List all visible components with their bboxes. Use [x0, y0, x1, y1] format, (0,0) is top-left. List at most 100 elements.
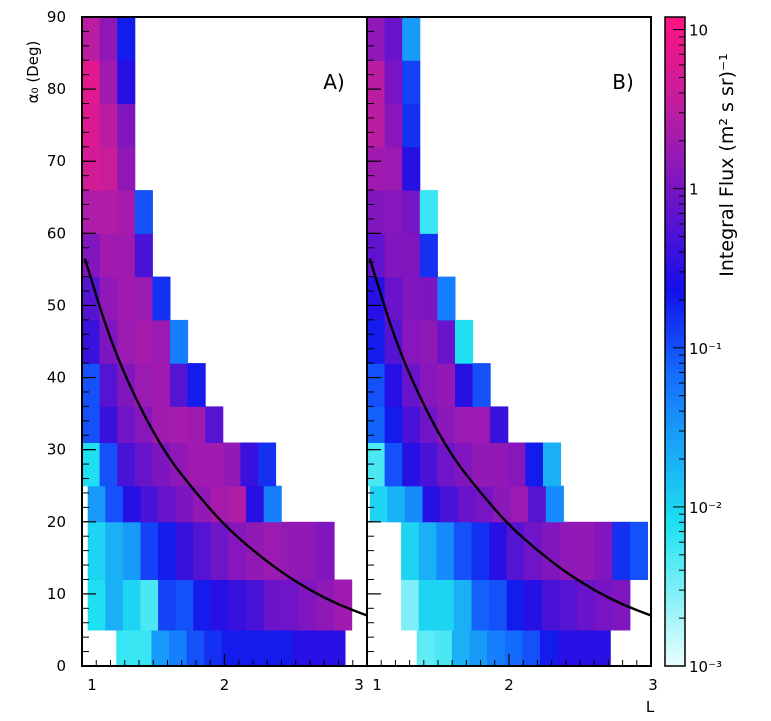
- heatmap-cell: [384, 319, 403, 364]
- curve-series: [83, 258, 368, 617]
- heatmap-cell: [134, 406, 153, 443]
- colorbar-segment: [665, 400, 685, 407]
- colorbar-segment: [665, 130, 685, 137]
- colorbar-segment: [665, 92, 685, 99]
- colorbar-segment: [665, 617, 685, 624]
- colorbar-segment: [665, 81, 685, 88]
- heatmap-cell: [134, 363, 153, 407]
- heatmap-cell: [169, 629, 188, 667]
- heatmap-cell: [418, 521, 437, 580]
- heatmap-cell: [472, 363, 491, 407]
- heatmap-cell: [437, 363, 456, 407]
- heatmap-cell: [82, 406, 101, 443]
- colorbar-segment: [665, 76, 685, 83]
- colorbar-segment: [665, 260, 685, 267]
- heatmap-cell: [99, 190, 118, 234]
- heatmap-cell: [387, 485, 406, 523]
- colorbar-segment: [665, 227, 685, 234]
- heatmap-cell: [82, 103, 101, 148]
- y-tick-label: 60: [47, 224, 66, 242]
- colorbar-segment: [665, 649, 685, 656]
- heatmap-cell: [384, 233, 403, 278]
- heatmap-cell: [434, 629, 453, 667]
- colorbar-segment: [665, 33, 685, 40]
- heatmap-cell: [210, 485, 229, 523]
- heatmap-cell: [228, 579, 247, 631]
- colorbar-segment: [665, 336, 685, 343]
- y-tick-label: 0: [56, 657, 66, 675]
- colorbar-segment: [665, 471, 685, 478]
- colorbar-segment: [665, 433, 685, 440]
- heatmap-cell: [472, 442, 491, 487]
- heatmap-cell: [489, 521, 508, 580]
- heatmap-cell: [175, 579, 194, 631]
- heatmap-cell: [384, 146, 403, 191]
- heatmap-cell: [170, 319, 189, 364]
- heatmap-cell: [402, 406, 421, 443]
- colorbar-segment: [665, 357, 685, 364]
- heatmap-cell: [116, 629, 135, 667]
- colorbar-segment: [665, 190, 685, 197]
- colorbar-segment: [665, 444, 685, 451]
- heatmap-cell: [99, 233, 118, 278]
- heatmap-cell: [437, 442, 456, 487]
- heatmap-cell: [134, 233, 153, 278]
- colorbar-segment: [665, 595, 685, 602]
- heatmap-cell: [175, 521, 194, 580]
- heatmap-cell: [612, 521, 631, 580]
- colorbar-segment: [665, 211, 685, 218]
- y-tick-label: 10: [47, 585, 66, 603]
- heatmap-cell: [524, 579, 543, 631]
- heatmap-cell: [440, 485, 459, 523]
- heatmap-cell: [545, 485, 564, 523]
- colorbar-segment: [665, 168, 685, 175]
- heatmap-cell: [122, 485, 141, 523]
- heatmap-cell: [541, 521, 560, 580]
- heatmap-cell: [453, 521, 472, 580]
- heatmap-cell: [133, 629, 152, 667]
- heatmap-cell: [298, 579, 317, 631]
- heatmap-cell: [82, 233, 101, 278]
- heatmap-cell: [99, 363, 118, 407]
- colorbar-segment: [665, 179, 685, 186]
- heatmap-cell: [367, 276, 386, 321]
- heatmap-cell: [263, 521, 282, 580]
- colorbar-segment: [665, 319, 685, 326]
- colorbar-segment: [665, 341, 685, 348]
- x-tick-label: 2: [220, 676, 230, 694]
- heatmap-cell: [367, 17, 386, 61]
- heatmap-cell: [384, 442, 403, 487]
- heatmap-cell: [419, 363, 438, 407]
- heatmap-cell: [298, 521, 317, 580]
- heatmap-cell: [210, 579, 229, 631]
- colorbar-segment: [665, 346, 685, 353]
- heatmap-cell: [170, 406, 189, 443]
- heatmap-cell: [559, 579, 578, 631]
- heatmap-cell: [222, 442, 241, 487]
- panel-label-b: B): [612, 70, 634, 94]
- colorbar-segment: [665, 541, 685, 548]
- heatmap-cell: [99, 103, 118, 148]
- heatmap-cell: [99, 406, 118, 443]
- colorbar-segment: [665, 98, 685, 105]
- colorbar-segment: [665, 325, 685, 332]
- x-tick-label: 1: [372, 676, 382, 694]
- y-tick-label: 30: [47, 441, 66, 459]
- colorbar-segment: [665, 379, 685, 386]
- colorbar-segment: [665, 411, 685, 418]
- colorbar-segment: [665, 184, 685, 191]
- colorbar-segment: [665, 660, 685, 667]
- heatmap-cell: [82, 363, 101, 407]
- colorbar-segment: [665, 438, 685, 445]
- heatmap-cell: [557, 629, 576, 667]
- heatmap-cell: [82, 190, 101, 234]
- heatmap-cell: [187, 363, 206, 407]
- colorbar-segment: [665, 119, 685, 126]
- heatmap-cell: [475, 485, 494, 523]
- heatmap-cell: [401, 521, 420, 580]
- heatmap-cell: [453, 579, 472, 631]
- colorbar-segment: [665, 87, 685, 94]
- colorbar-segment: [665, 195, 685, 202]
- heatmap-cell: [210, 521, 229, 580]
